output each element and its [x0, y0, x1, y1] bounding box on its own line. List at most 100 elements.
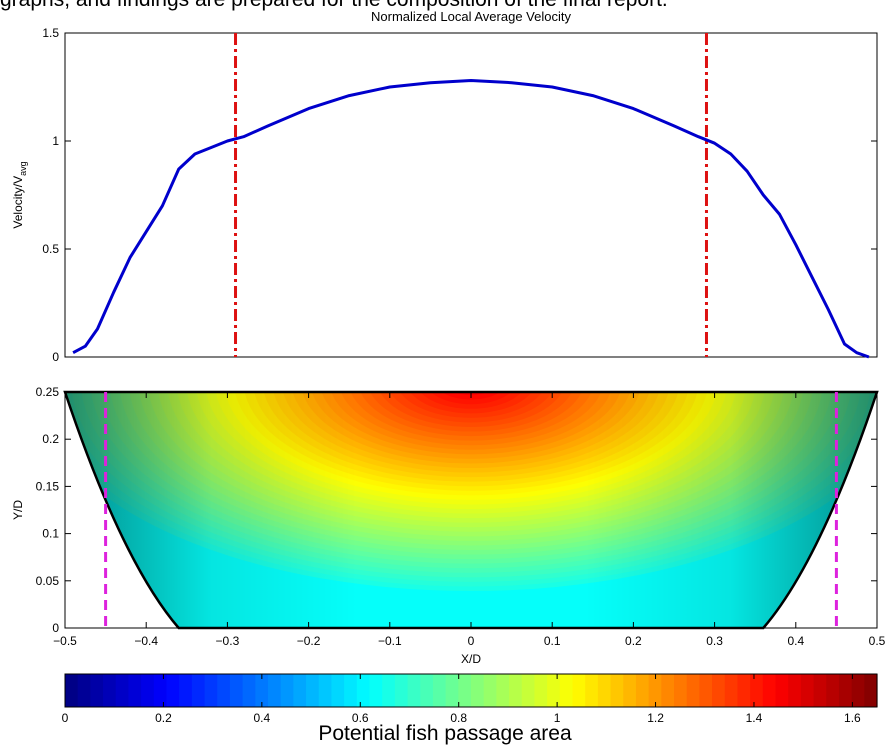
- colorbar-swatch: [674, 674, 688, 707]
- colorbar-swatch: [128, 674, 142, 707]
- contour-x-tick-label: −0.4: [134, 634, 158, 648]
- colorbar-swatch: [788, 674, 802, 707]
- colorbar-swatch: [699, 674, 713, 707]
- contour-field: [65, 392, 877, 628]
- velocity-y-tick-label: 0: [52, 350, 59, 364]
- contour-x-tick-label: −0.3: [216, 634, 240, 648]
- colorbar: 0 0.2 0.4 0.6 0.8 1 1.2 1.4 1.6: [62, 673, 878, 725]
- colorbar-swatch: [509, 674, 523, 707]
- contour-x-tick-label: −0.1: [378, 634, 402, 648]
- colorbar-swatch: [432, 674, 447, 707]
- colorbar-tick-label: 0.2: [155, 711, 172, 725]
- contour-y-tick-label: 0.25: [36, 385, 60, 399]
- colorbar-swatch: [572, 674, 586, 707]
- contour-y-tick-label: 0.2: [42, 432, 59, 446]
- colorbar-swatch: [204, 674, 218, 707]
- colorbar-tick-label: 1: [554, 711, 561, 725]
- velocity-y-tick-label: 1: [52, 134, 59, 148]
- contour-y-tick-label: 0.15: [36, 479, 60, 493]
- colorbar-swatch: [762, 674, 777, 707]
- colorbar-tick-label: 0.6: [352, 711, 369, 725]
- velocity-y-label-subscript: avg: [18, 161, 28, 176]
- contour-y-label: Y/D: [11, 500, 25, 520]
- velocity-y-label: Velocity/Vavg: [11, 161, 28, 228]
- colorbar-swatch: [737, 674, 751, 707]
- colorbar-swatch: [166, 674, 180, 707]
- colorbar-swatch: [534, 674, 548, 707]
- colorbar-swatch: [864, 674, 878, 707]
- colorbar-swatch: [458, 674, 472, 707]
- colorbar-swatch: [623, 674, 637, 707]
- colorbar-tick-label: 0.8: [450, 711, 467, 725]
- colorbar-swatch: [293, 674, 307, 707]
- colorbar-swatch: [559, 674, 574, 707]
- colorbar-swatch: [585, 674, 599, 707]
- svg-text:Velocity/Vavg: Velocity/Vavg: [11, 161, 28, 228]
- colorbar-swatch: [826, 674, 840, 707]
- colorbar-swatch: [217, 674, 231, 707]
- colorbar-swatch: [394, 674, 409, 707]
- colorbar-swatch: [255, 674, 269, 707]
- colorbar-swatch: [229, 674, 244, 707]
- colorbar-swatch: [65, 674, 79, 707]
- colorbar-swatch: [356, 674, 371, 707]
- colorbar-swatch: [661, 674, 675, 707]
- colorbar-swatch: [191, 674, 206, 707]
- velocity-chart-frame: [64, 32, 878, 358]
- colorbar-swatch: [471, 674, 485, 707]
- velocity-y-label-main: Velocity/V: [11, 176, 25, 229]
- colorbar-swatch: [712, 674, 726, 707]
- colorbar-tick-label: 0: [62, 711, 69, 725]
- contour-x-tick-label: 0.4: [787, 634, 804, 648]
- colorbar-swatch: [331, 674, 345, 707]
- colorbar-swatch: [268, 674, 282, 707]
- colorbar-swatch: [306, 674, 320, 707]
- page-caption-top: graphs, and findings are prepared for th…: [0, 0, 890, 12]
- colorbar-swatch: [750, 674, 764, 707]
- colorbar-swatch: [369, 674, 383, 707]
- contour-x-tick-label: 0.2: [625, 634, 642, 648]
- colorbar-swatch: [547, 674, 561, 707]
- contour-x-tick-label: 0.5: [869, 634, 886, 648]
- colorbar-swatch: [635, 674, 650, 707]
- colorbar-swatch: [407, 674, 421, 707]
- velocity-line: [72, 79, 870, 359]
- colorbar-swatch: [153, 674, 168, 707]
- page-caption-bottom: Potential fish passage area: [318, 722, 572, 745]
- colorbar-swatch: [77, 674, 91, 707]
- contour-x-axis: −0.5 −0.4 −0.3 −0.2 −0.1 0 0.1 0.2 0.3 0.4 0.5: [53, 392, 886, 648]
- colorbar-tick-label: 1.4: [746, 711, 763, 725]
- contour-x-label: X/D: [461, 652, 481, 666]
- velocity-reference-lines: [234, 33, 708, 357]
- velocity-series: [72, 79, 870, 359]
- colorbar-swatch: [242, 674, 256, 707]
- colorbar-swatch: [724, 674, 739, 707]
- fish-passage-boundary-lines: [104, 392, 838, 628]
- colorbar-swatch: [115, 674, 130, 707]
- colorbar-swatch: [141, 674, 155, 707]
- colorbar-swatch: [483, 674, 497, 707]
- colorbar-swatch: [179, 674, 193, 707]
- colorbar-swatch: [610, 674, 624, 707]
- colorbar-swatch: [597, 674, 612, 707]
- colorbar-swatch: [318, 674, 333, 707]
- colorbar-swatch: [813, 674, 827, 707]
- contour-x-tick-label: 0: [468, 634, 475, 648]
- colorbar-tick-label: 0.4: [254, 711, 271, 725]
- contour-y-tick-label: 0.1: [42, 527, 59, 541]
- velocity-y-tick-label: 1.5: [42, 26, 59, 40]
- velocity-chart-title: Normalized Local Average Velocity: [371, 9, 571, 24]
- colorbar-swatch: [382, 674, 396, 707]
- colorbar-swatch: [344, 674, 358, 707]
- velocity-chart: Normalized Local Average Velocity 0 0.5 1 1…: [11, 9, 878, 364]
- contour-y-tick-label: 0: [52, 621, 59, 635]
- colorbar-swatch: [103, 674, 117, 707]
- contour-y-axis: 0 0.05 0.1 0.15 0.2 0.25: [36, 385, 877, 635]
- colorbar-swatch: [90, 674, 104, 707]
- contour-x-tick-label: −0.2: [297, 634, 321, 648]
- colorbar-frame: [64, 673, 878, 708]
- colorbar-swatch: [800, 674, 815, 707]
- colorbar-swatch: [851, 674, 865, 707]
- contour-x-tick-label: −0.5: [53, 634, 77, 648]
